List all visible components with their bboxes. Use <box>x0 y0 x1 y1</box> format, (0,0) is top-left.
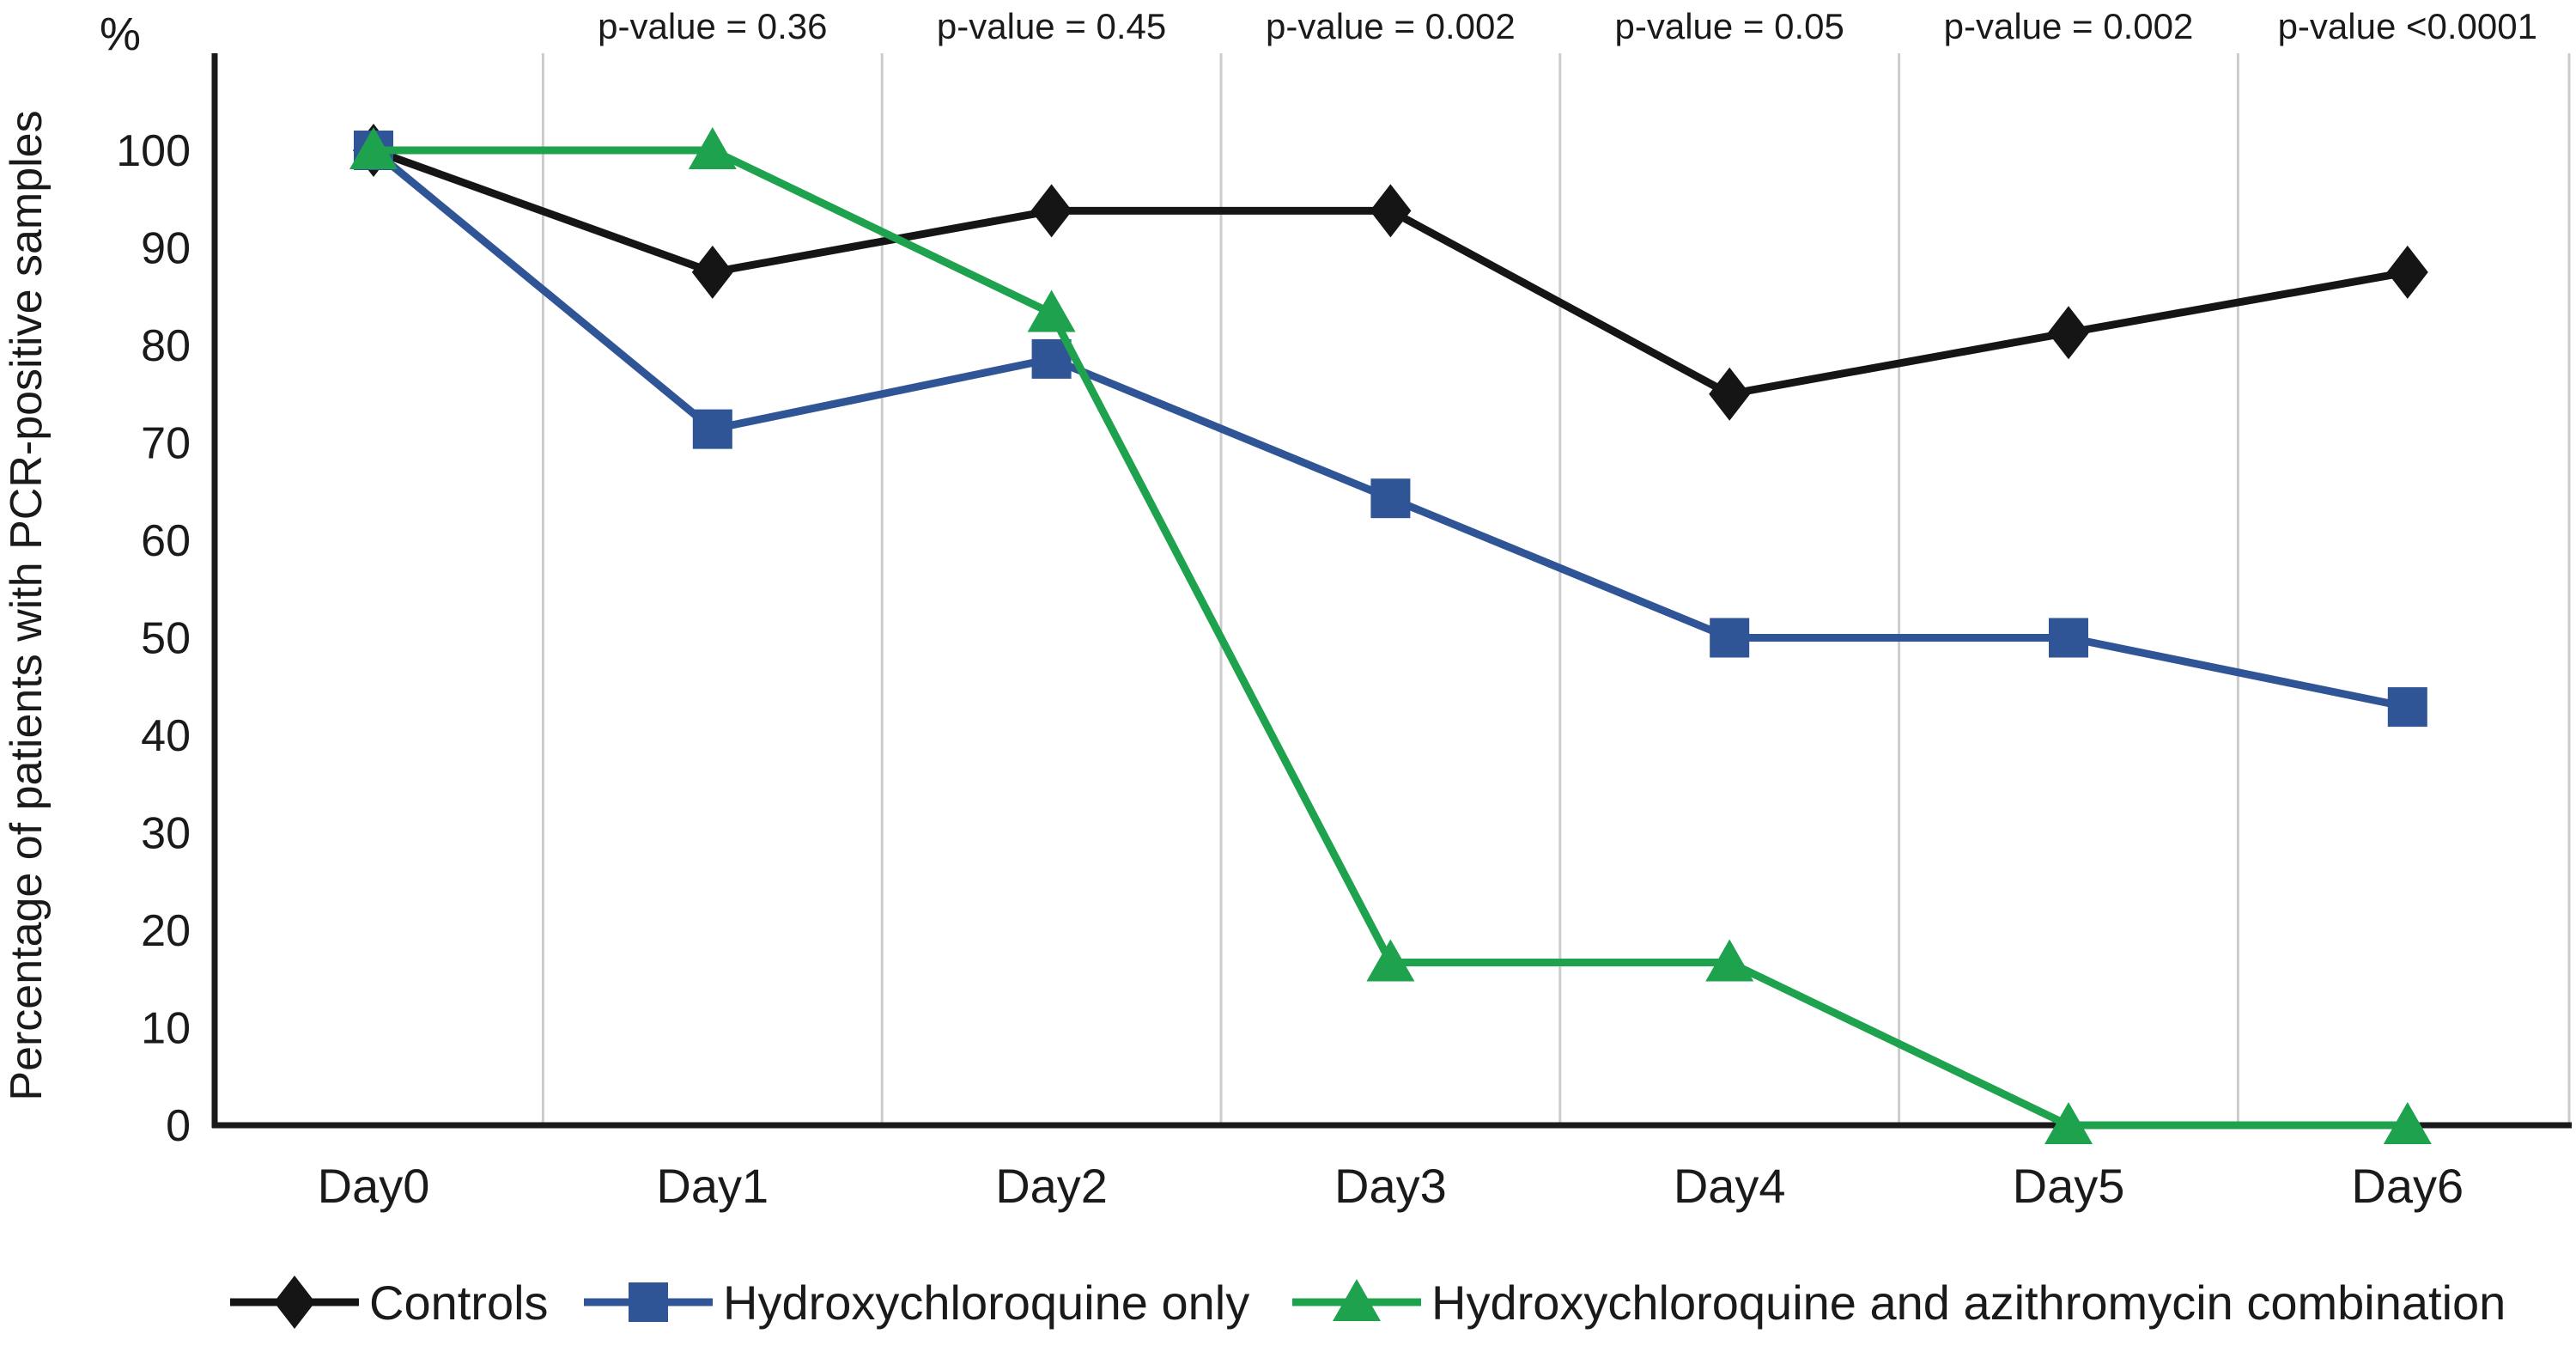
p-value-label: p-value = 0.002 <box>1266 6 1516 46</box>
p-value-labels: p-value = 0.36 p-value = 0.45 p-value = 0.… <box>598 6 2537 46</box>
legend-item: Controls <box>230 1276 549 1330</box>
square-marker <box>1710 618 1750 658</box>
square-marker <box>2049 618 2088 658</box>
x-tick-label: Day6 <box>2351 1159 2464 1213</box>
series-group <box>349 124 2432 1144</box>
series-diamond <box>353 124 2428 421</box>
triangle-marker <box>1366 939 1415 982</box>
triangle-marker <box>1333 1279 1381 1321</box>
series-triangle <box>349 127 2432 1144</box>
x-tick-label: Day2 <box>995 1159 1108 1213</box>
p-value-label: p-value = 0.36 <box>598 6 827 46</box>
diamond-marker <box>691 245 733 299</box>
square-marker <box>629 1282 668 1322</box>
triangle-marker <box>2044 1102 2093 1144</box>
x-tick-label: Day1 <box>656 1159 769 1213</box>
diamond-marker <box>274 1276 315 1329</box>
diamond-marker <box>1030 184 1072 238</box>
y-tick-label: 40 <box>141 711 191 761</box>
diamond-marker <box>1709 367 1751 421</box>
legend: Controls Hydroxychloroquine only Hydroxych… <box>230 1276 2506 1330</box>
y-tick-label: 100 <box>116 126 191 176</box>
legend-item: Hydroxychloroquine only <box>584 1276 1249 1330</box>
x-tick-labels: Day0 Day1 Day2 Day3 Day4 Day5 Day6 <box>318 1159 2464 1213</box>
percent-symbol: % <box>100 9 141 60</box>
y-tick-label: 80 <box>141 321 191 371</box>
y-tick-label: 50 <box>141 614 191 664</box>
square-marker <box>1370 478 1411 519</box>
p-value-label: p-value = 0.002 <box>1944 6 2194 46</box>
legend-label: Controls <box>369 1276 549 1330</box>
x-tick-label: Day3 <box>1334 1159 1447 1213</box>
legend-label: Hydroxychloroquine and azithromycin comb… <box>1431 1276 2506 1330</box>
p-value-label: p-value <0.0001 <box>2278 6 2537 46</box>
square-marker <box>692 409 732 449</box>
y-axis-title: Percentage of patients with PCR-positive… <box>2 110 52 1100</box>
y-tick-label: 30 <box>141 809 191 859</box>
legend-label: Hydroxychloroquine only <box>723 1276 1249 1330</box>
y-tick-label: 10 <box>141 1004 191 1054</box>
p-value-label: p-value = 0.05 <box>1615 6 1844 46</box>
diamond-marker <box>2386 245 2428 299</box>
triangle-marker <box>688 127 737 169</box>
y-tick-label: 20 <box>141 906 191 956</box>
y-tick-label: 60 <box>141 516 191 566</box>
y-tick-label: 70 <box>141 419 191 469</box>
triangle-marker <box>1027 289 1076 332</box>
y-tick-label: 0 <box>166 1101 191 1151</box>
y-tick-labels: 0 10 20 30 40 50 60 70 80 90 100 <box>116 126 191 1151</box>
y-tick-label: 90 <box>141 224 191 274</box>
x-tick-label: Day4 <box>1674 1159 1786 1213</box>
legend-item: Hydroxychloroquine and azithromycin comb… <box>1292 1276 2506 1330</box>
p-value-label: p-value = 0.45 <box>937 6 1166 46</box>
triangle-marker <box>2383 1102 2432 1144</box>
diamond-marker <box>2048 306 2089 360</box>
triangle-marker <box>1705 939 1754 982</box>
triangle-marker <box>349 127 398 169</box>
x-tick-label: Day5 <box>2013 1159 2125 1213</box>
x-tick-label: Day0 <box>318 1159 430 1213</box>
diamond-marker <box>1370 184 1412 238</box>
square-marker <box>2387 687 2427 728</box>
